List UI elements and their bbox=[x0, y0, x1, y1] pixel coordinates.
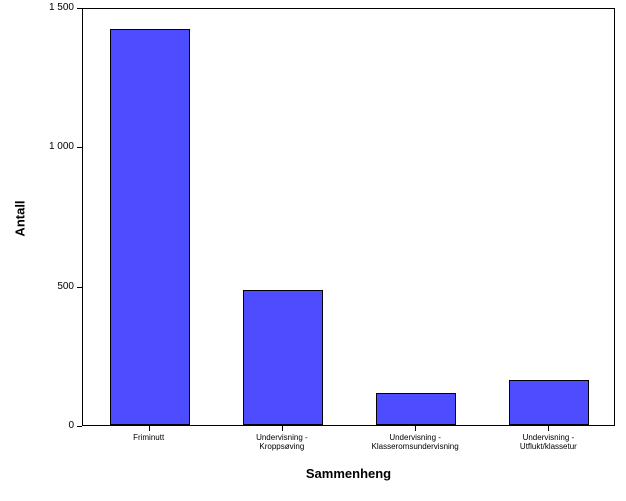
bar-chart: Antall Sammenheng 0 500 1 000 1 500 Friminut… bbox=[0, 0, 626, 501]
x-tick bbox=[415, 426, 416, 431]
y-axis-label: Antall bbox=[13, 9, 28, 427]
x-tick bbox=[149, 426, 150, 431]
y-tick-label: 0 bbox=[68, 420, 74, 431]
y-tick-label: 500 bbox=[57, 281, 74, 292]
bar bbox=[376, 393, 456, 425]
y-tick bbox=[77, 147, 82, 148]
y-tick bbox=[77, 287, 82, 288]
x-axis-label: Sammenheng bbox=[82, 466, 615, 481]
x-tick-label: Undervisning - Klasseromsundervisning bbox=[349, 434, 482, 452]
x-tick-label: Undervisning - Kroppsøving bbox=[215, 434, 348, 452]
bar bbox=[110, 29, 190, 425]
y-tick-label: 1 500 bbox=[49, 2, 74, 13]
bar bbox=[243, 290, 323, 425]
y-tick bbox=[77, 426, 82, 427]
bar bbox=[509, 380, 589, 425]
x-tick-label: Undervisning - Utflukt/klassetur bbox=[482, 434, 615, 452]
x-tick bbox=[282, 426, 283, 431]
y-tick-label: 1 000 bbox=[49, 141, 74, 152]
x-tick bbox=[548, 426, 549, 431]
y-tick bbox=[77, 8, 82, 9]
x-tick-label: Friminutt bbox=[82, 434, 215, 443]
plot-area bbox=[82, 8, 615, 426]
